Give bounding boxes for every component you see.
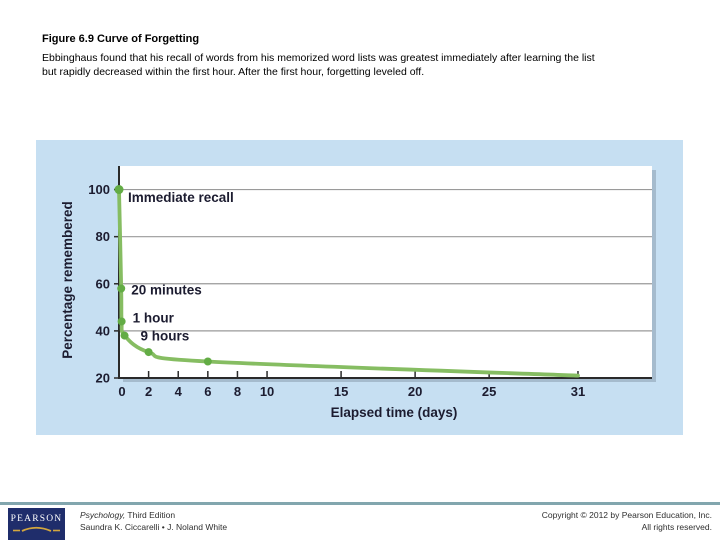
forgetting-curve-chart-panel: 100 80 60 40 20 0 2 4 6 8 10 15 20 25 31 Immediate reca… bbox=[36, 140, 683, 435]
y-tick-label-20: 20 bbox=[96, 371, 110, 386]
forgetting-curve-chart: 100 80 60 40 20 0 2 4 6 8 10 15 20 25 31 Immediate reca… bbox=[60, 166, 656, 420]
data-point-0.042d bbox=[117, 317, 126, 326]
x-tick-label-8: 8 bbox=[234, 384, 241, 399]
data-point-label-3: 1 hour bbox=[133, 310, 175, 325]
y-tick-label-40: 40 bbox=[96, 323, 110, 338]
data-point-label-4: 9 hours bbox=[141, 329, 190, 344]
x-tick-label-25: 25 bbox=[482, 384, 496, 399]
figure-caption: Figure 6.9 Curve of Forgetting Ebbinghau… bbox=[42, 33, 690, 79]
data-point-0d bbox=[114, 185, 124, 195]
x-tick-label-0: 0 bbox=[118, 384, 125, 399]
x-tick-label-10: 10 bbox=[260, 384, 274, 399]
data-point-2d bbox=[144, 348, 153, 357]
pearson-logo: PEARSON bbox=[8, 508, 65, 540]
data-point-label-1: Immediate recall bbox=[128, 190, 234, 205]
plot-area bbox=[119, 166, 652, 378]
footer-copyright: Copyright © 2012 by Pearson Education, I… bbox=[542, 510, 712, 533]
y-tick-label-80: 80 bbox=[96, 229, 110, 244]
data-point-0.014d bbox=[117, 284, 126, 293]
x-tick-label-15: 15 bbox=[334, 384, 348, 399]
figure-description-line-1: Ebbinghaus found that his recall of word… bbox=[42, 52, 595, 64]
y-axis-title: Percentage remembered bbox=[60, 201, 75, 359]
book-title: Psychology, Third Edition bbox=[80, 510, 176, 520]
pearson-logo-text: PEARSON bbox=[10, 514, 63, 524]
figure-description-line-2: but rapidly decreased within the first h… bbox=[42, 65, 425, 78]
y-tick-label-60: 60 bbox=[96, 276, 110, 291]
copyright-line: Copyright © 2012 by Pearson Education, I… bbox=[541, 510, 712, 520]
data-point-label-2: 20 minutes bbox=[131, 282, 202, 297]
y-tick-label-100: 100 bbox=[88, 182, 110, 197]
book-authors: Saundra K. Ciccarelli • J. Noland White bbox=[80, 521, 228, 532]
x-tick-label-4: 4 bbox=[175, 384, 183, 399]
figure-title: Figure 6.9 Curve of Forgetting bbox=[42, 33, 200, 45]
data-point-6d bbox=[203, 357, 212, 366]
pearson-swoosh-icon bbox=[13, 526, 60, 532]
data-point-0.375d bbox=[120, 331, 129, 340]
x-tick-label-20: 20 bbox=[408, 384, 422, 399]
x-tick-label-2: 2 bbox=[145, 384, 152, 399]
footer-book-info: Psychology, Third Edition Saundra K. Cic… bbox=[80, 510, 227, 533]
x-tick-label-6: 6 bbox=[204, 384, 211, 399]
x-tick-label-31: 31 bbox=[571, 384, 585, 399]
footer-divider bbox=[0, 502, 720, 505]
x-axis-title: Elapsed time (days) bbox=[331, 405, 458, 420]
rights-line: All rights reserved. bbox=[641, 521, 712, 532]
